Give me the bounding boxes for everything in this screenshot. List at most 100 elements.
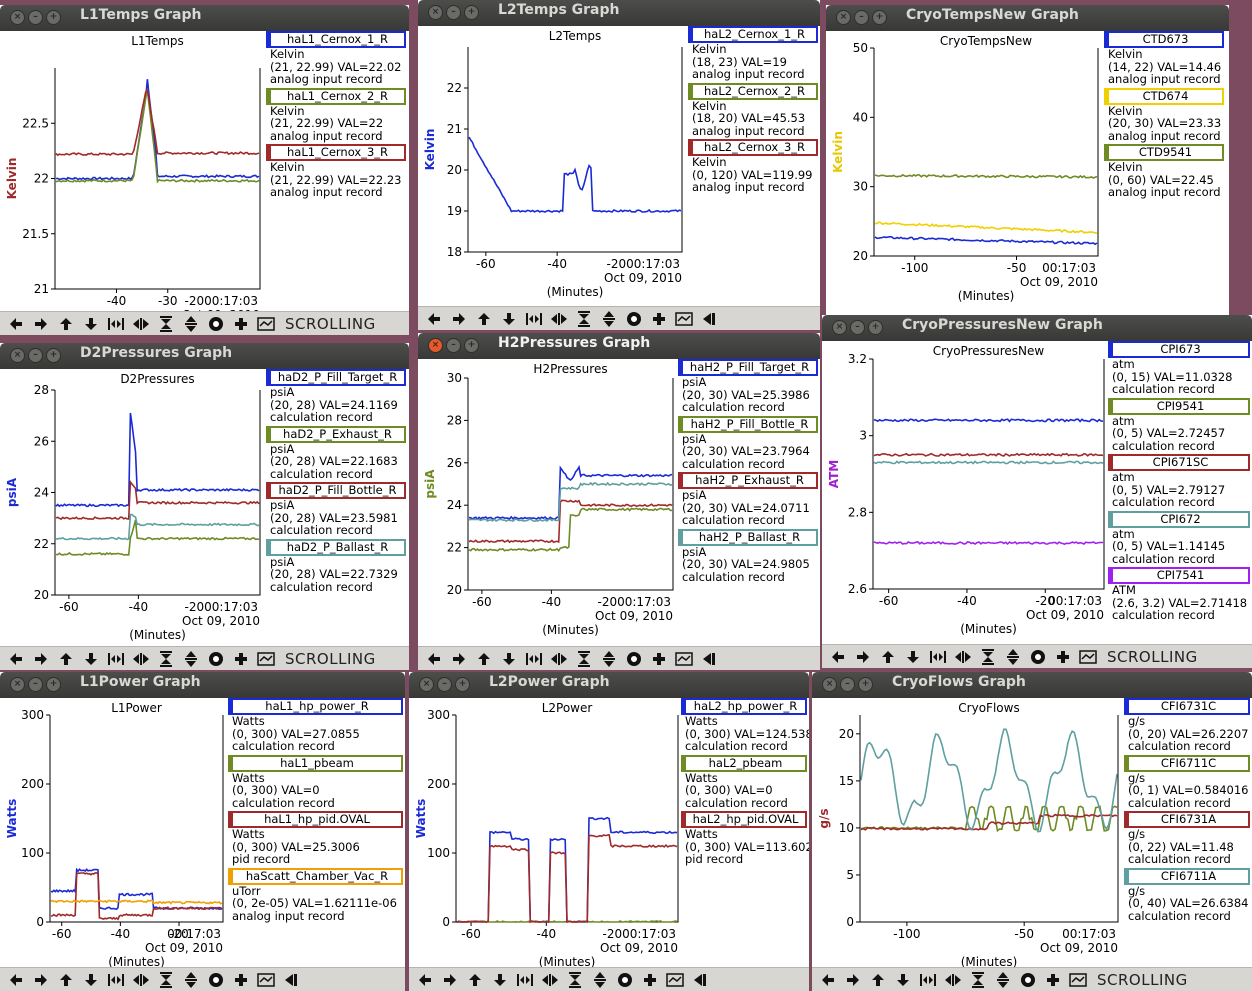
zoom-out-y-icon[interactable]	[181, 971, 201, 989]
window-l2temps[interactable]: × – + L2Temps Graph L2Temps 22 21 20 19 18 -60 -40 -…	[418, 0, 820, 330]
zoom-in-x-icon[interactable]	[524, 650, 544, 668]
legend-series-name[interactable]: haH2_P_Fill_Target_R	[678, 359, 818, 376]
close-button[interactable]: ×	[822, 677, 837, 692]
legend-entry[interactable]: haD2_P_Exhaust_R psiA (20, 28) VAL=22.1683…	[266, 425, 406, 481]
legend-series-name[interactable]: CPI673	[1108, 341, 1250, 358]
autoscale-icon[interactable]	[674, 310, 694, 328]
jump-end-icon[interactable]	[699, 650, 719, 668]
jump-end-icon[interactable]	[281, 971, 301, 989]
up-arrow-icon[interactable]	[878, 648, 898, 666]
legend-series-name[interactable]: haL1_Cernox_1_R	[266, 31, 406, 48]
title-bar[interactable]: × – + L2Temps Graph	[418, 0, 820, 26]
legend-entry[interactable]: CPI7541 ATM (2.6, 3.2) VAL=2.71418 calculat…	[1108, 567, 1250, 622]
window-l1power[interactable]: × – + L1Power Graph L1Power 300 200 100 0 -60 -40 -…	[0, 672, 405, 991]
minimize-button[interactable]: –	[28, 10, 43, 25]
minimize-button[interactable]: –	[850, 320, 865, 335]
minimize-button[interactable]: –	[28, 348, 43, 363]
autoscale-icon[interactable]	[256, 650, 276, 668]
legend-entry[interactable]: haL2_Cernox_1_R Kelvin (18, 23) VAL=19 anal…	[688, 26, 818, 81]
maximize-button[interactable]: +	[46, 348, 61, 363]
title-bar[interactable]: × – + CryoPressuresNew Graph	[822, 315, 1252, 341]
close-button[interactable]: ×	[428, 338, 443, 353]
close-button[interactable]: ×	[10, 348, 25, 363]
legend-series-name[interactable]: haH2_P_Fill_Bottle_R	[678, 415, 818, 433]
zoom-out-x-icon[interactable]	[549, 650, 569, 668]
close-button[interactable]: ×	[419, 677, 434, 692]
add-icon[interactable]	[1053, 648, 1073, 666]
close-button[interactable]: ×	[10, 10, 25, 25]
zoom-in-y-icon[interactable]	[574, 650, 594, 668]
autoscale-icon[interactable]	[256, 971, 276, 989]
legend-entry[interactable]: haD2_P_Ballast_R psiA (20, 28) VAL=22.7329…	[266, 538, 406, 594]
scrolling-toggle[interactable]: SCROLLING	[1107, 647, 1198, 666]
legend-entry[interactable]: CTD9541 Kelvin (0, 60) VAL=22.45 analog inp…	[1104, 144, 1224, 199]
window-cryopress[interactable]: × – + CryoPressuresNew Graph CryoPressuresNe…	[822, 315, 1252, 668]
minimize-button[interactable]: –	[446, 338, 461, 353]
left-arrow-icon[interactable]	[424, 310, 444, 328]
legend-series-name[interactable]: haL2_hp_pid.OVAL	[681, 811, 807, 828]
legend-entry[interactable]: CFI6711C g/s (0, 1) VAL=0.584016 calculatio…	[1124, 754, 1250, 810]
legend-series-name[interactable]: haL2_pbeam	[681, 754, 807, 772]
legend-series-name[interactable]: CTD674	[1104, 87, 1224, 105]
legend-entry[interactable]: haH2_P_Ballast_R psiA (20, 30) VAL=24.9805…	[678, 528, 818, 584]
right-arrow-icon[interactable]	[31, 315, 51, 333]
zoom-out-x-icon[interactable]	[131, 650, 151, 668]
legend-series-name[interactable]: haL1_Cernox_3_R	[266, 144, 406, 161]
maximize-button[interactable]: +	[868, 320, 883, 335]
legend-entry[interactable]: haL1_hp_pid.OVAL Watts (0, 300) VAL=25.300…	[228, 811, 403, 866]
up-arrow-icon[interactable]	[56, 971, 76, 989]
add-icon[interactable]	[640, 971, 660, 989]
title-bar[interactable]: × – + CryoTempsNew Graph	[826, 5, 1229, 31]
minimize-button[interactable]: –	[840, 677, 855, 692]
jump-end-icon[interactable]	[699, 310, 719, 328]
legend-series-name[interactable]: CFI6731C	[1124, 698, 1250, 715]
legend-entry[interactable]: haL2_Cernox_2_R Kelvin (18, 20) VAL=45.53 a…	[688, 82, 818, 138]
left-arrow-icon[interactable]	[6, 971, 26, 989]
down-arrow-icon[interactable]	[499, 650, 519, 668]
legend-series-name[interactable]: haL2_Cernox_2_R	[688, 82, 818, 100]
legend-entry[interactable]: haL1_pbeam Watts (0, 300) VAL=0 calculation…	[228, 754, 403, 810]
legend-series-name[interactable]: haL1_pbeam	[228, 754, 403, 772]
legend-entry[interactable]: haL1_hp_power_R Watts (0, 300) VAL=27.0855…	[228, 698, 403, 753]
scrolling-toggle[interactable]: SCROLLING	[285, 649, 376, 668]
legend-series-name[interactable]: haD2_P_Ballast_R	[266, 538, 406, 556]
window-l1temps[interactable]: × – + L1Temps Graph L1Temps 22.5 22 21.5 21 -40 -3…	[0, 5, 409, 335]
scrolling-toggle[interactable]: SCROLLING	[1097, 970, 1188, 989]
legend-series-name[interactable]: CPI7541	[1108, 567, 1250, 584]
stop-icon[interactable]	[624, 650, 644, 668]
right-arrow-icon[interactable]	[843, 971, 863, 989]
zoom-out-x-icon[interactable]	[131, 315, 151, 333]
legend-series-name[interactable]: haL1_Cernox_2_R	[266, 87, 406, 105]
legend-entry[interactable]: CPI671SC atm (0, 5) VAL=2.79127 calculation…	[1108, 454, 1250, 509]
title-bar[interactable]: × – + L1Power Graph	[0, 672, 405, 698]
legend-series-name[interactable]: CTD9541	[1104, 144, 1224, 161]
legend-series-name[interactable]: CFI6711A	[1124, 867, 1250, 885]
zoom-in-x-icon[interactable]	[106, 971, 126, 989]
legend-entry[interactable]: CFI6731A g/s (0, 22) VAL=11.48 calculation …	[1124, 811, 1250, 866]
legend-series-name[interactable]: haScatt_Chamber_Vac_R	[228, 867, 403, 885]
legend-series-name[interactable]: haL1_hp_power_R	[228, 698, 403, 715]
right-arrow-icon[interactable]	[31, 971, 51, 989]
down-arrow-icon[interactable]	[81, 971, 101, 989]
legend-series-name[interactable]: haD2_P_Fill_Bottle_R	[266, 482, 406, 499]
legend-entry[interactable]: haL1_Cernox_2_R Kelvin (21, 22.99) VAL=22 a…	[266, 87, 406, 143]
maximize-button[interactable]: +	[464, 5, 479, 20]
left-arrow-icon[interactable]	[415, 971, 435, 989]
title-bar[interactable]: × – + L1Temps Graph	[0, 5, 409, 31]
zoom-in-x-icon[interactable]	[106, 315, 126, 333]
minimize-button[interactable]: –	[28, 677, 43, 692]
legend-series-name[interactable]: CFI6711C	[1124, 754, 1250, 772]
title-bar[interactable]: × – + D2Pressures Graph	[0, 343, 409, 369]
left-arrow-icon[interactable]	[424, 650, 444, 668]
stop-icon[interactable]	[624, 310, 644, 328]
zoom-out-y-icon[interactable]	[1003, 648, 1023, 666]
legend-entry[interactable]: CFI6731C g/s (0, 20) VAL=26.2207 calculatio…	[1124, 698, 1250, 753]
zoom-out-x-icon[interactable]	[953, 648, 973, 666]
title-bar[interactable]: × – + H2Pressures Graph	[418, 333, 820, 359]
zoom-in-x-icon[interactable]	[524, 310, 544, 328]
window-cryotemps[interactable]: × – + CryoTempsNew Graph CryoTempsNew 50 40 30 2…	[826, 5, 1229, 315]
legend-series-name[interactable]: haD2_P_Fill_Target_R	[266, 369, 406, 386]
maximize-button[interactable]: +	[455, 677, 470, 692]
legend-entry[interactable]: CTD673 Kelvin (14, 22) VAL=14.46 analog inp…	[1104, 31, 1224, 86]
stop-icon[interactable]	[206, 315, 226, 333]
